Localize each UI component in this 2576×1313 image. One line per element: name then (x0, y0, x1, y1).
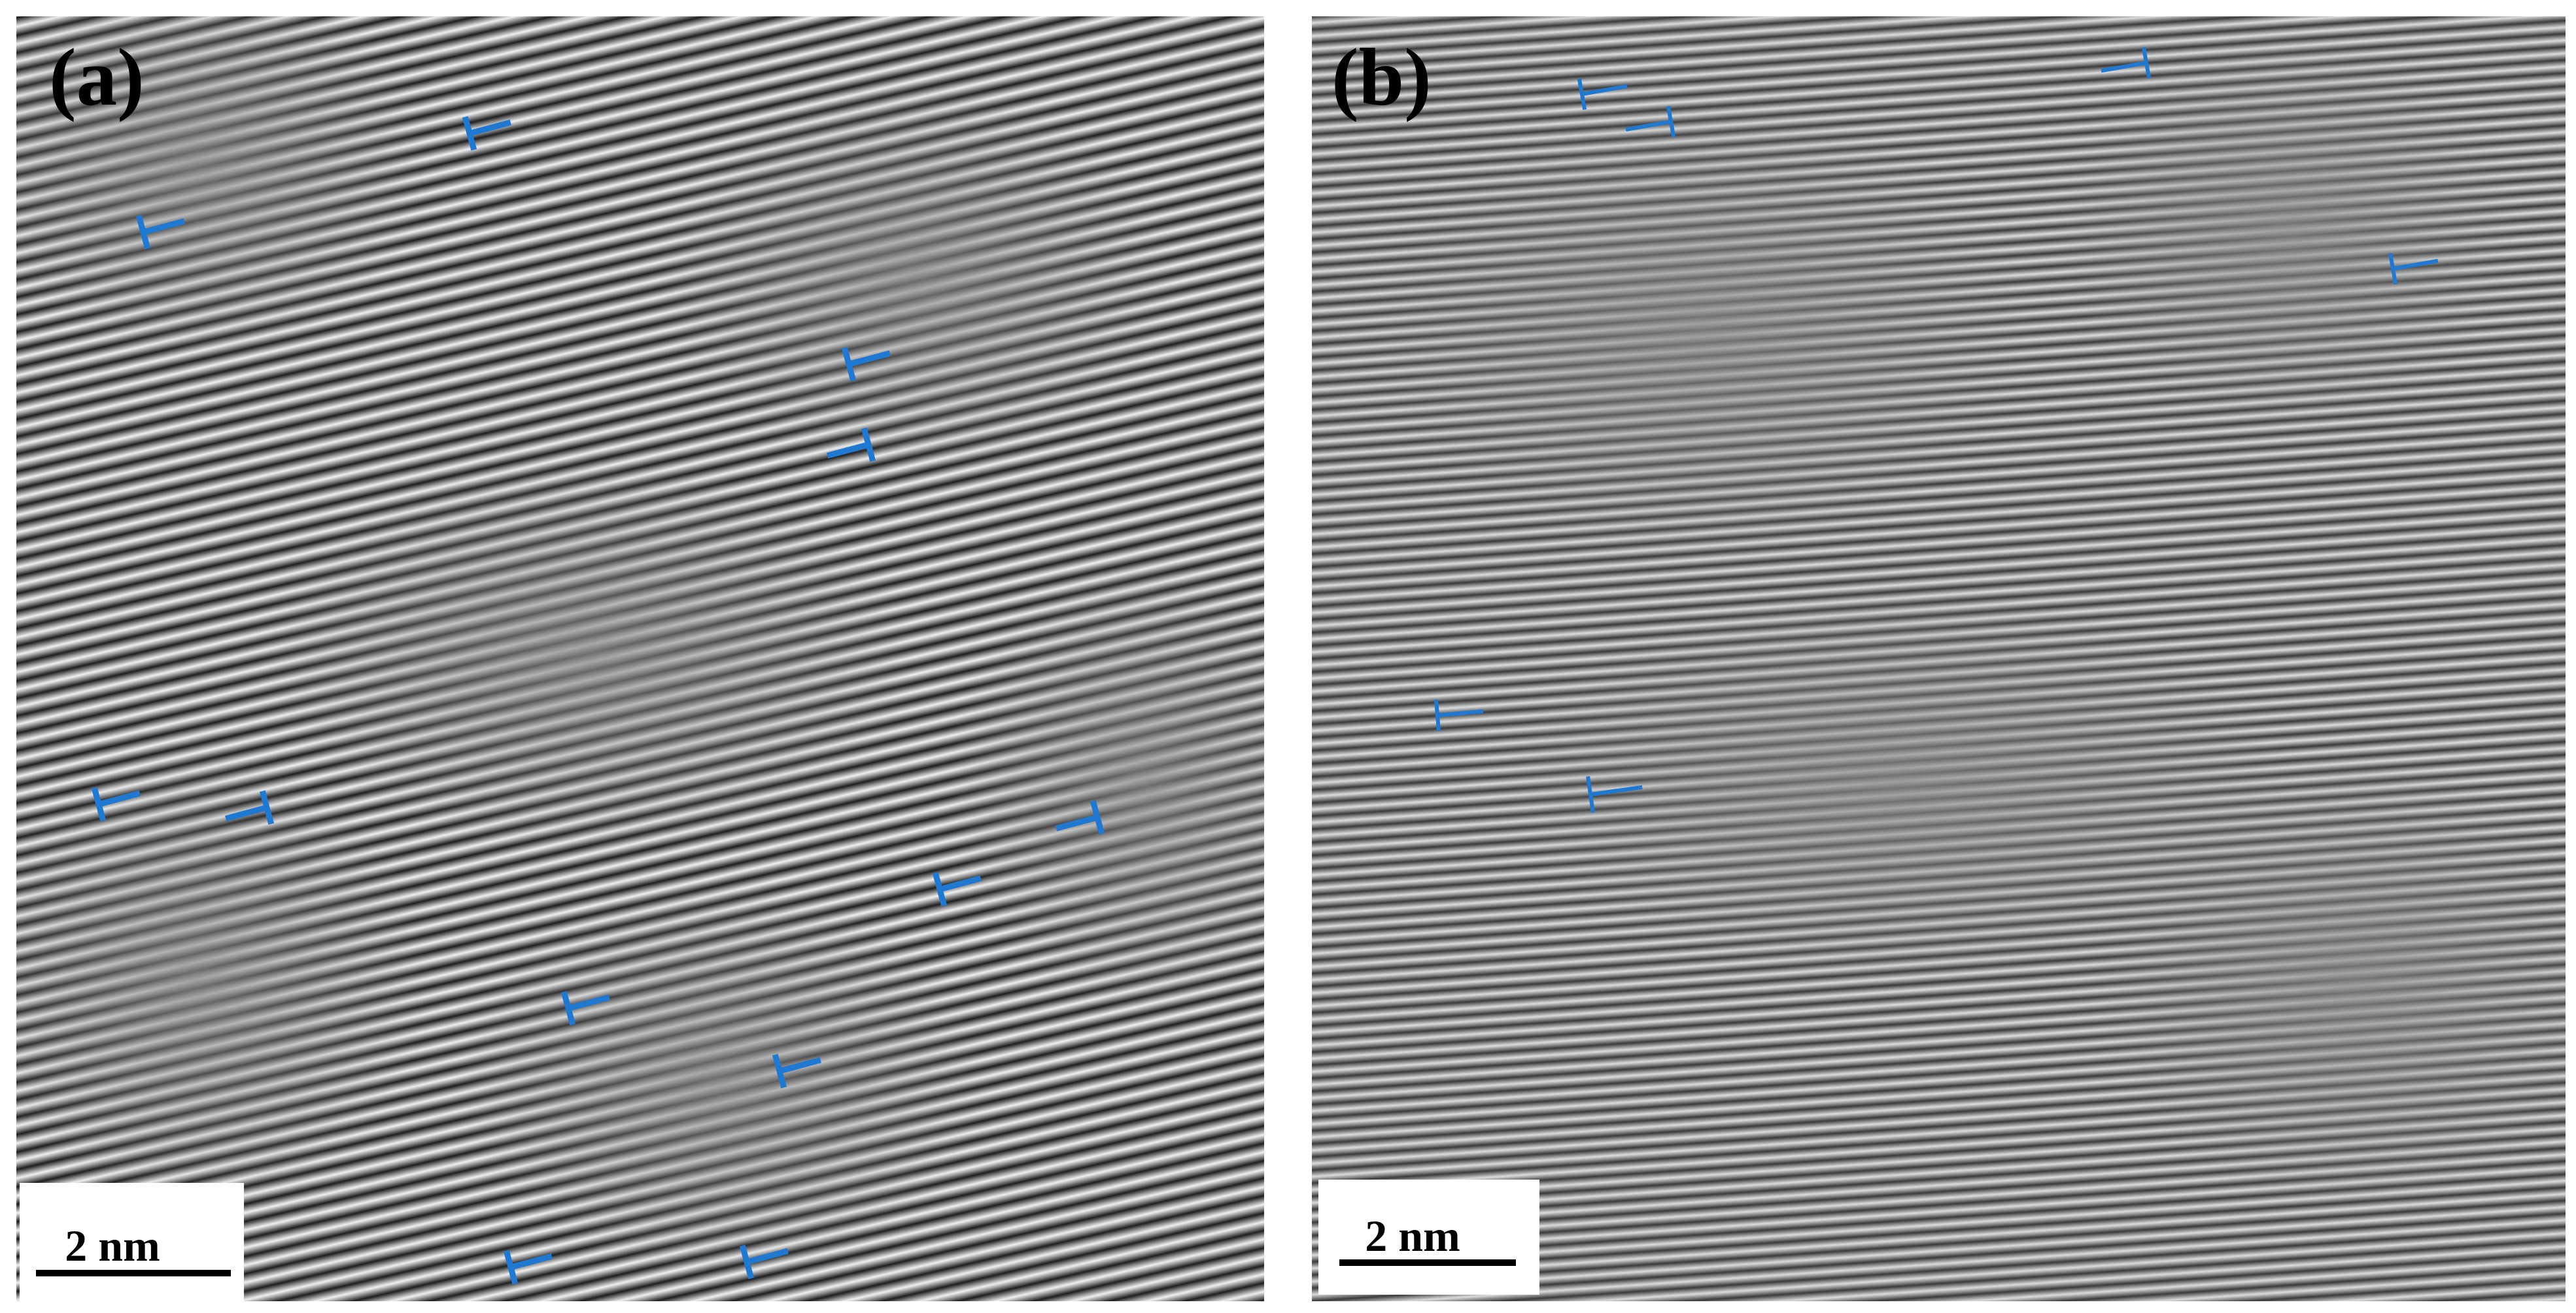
marker-stroke (938, 875, 982, 893)
shape (91, 787, 141, 822)
shape (1434, 699, 1483, 732)
shape (948, 556, 1264, 1014)
shape (739, 1244, 789, 1280)
shape (1625, 105, 1676, 138)
scale-bar (36, 1270, 231, 1276)
scale-bar-label: 2 nm (1365, 1211, 1460, 1261)
panel-a: (a) 2 nm (16, 16, 1264, 1301)
shape (16, 16, 425, 360)
marker-stroke (567, 994, 610, 1012)
marker-stroke (827, 441, 870, 459)
marker-stroke (848, 350, 891, 367)
marker-stroke (1590, 785, 1643, 796)
shape (225, 790, 275, 825)
marker-stroke (468, 119, 511, 137)
marker-stroke (1437, 709, 1483, 717)
shape (16, 752, 425, 1210)
shape (1373, 98, 2027, 556)
shape (262, 458, 916, 850)
shape (841, 347, 891, 382)
marker-stroke (1625, 120, 1672, 132)
shape (2060, 33, 2518, 425)
shape (1577, 78, 1628, 111)
marker-stroke (2101, 61, 2147, 73)
shape (560, 991, 610, 1026)
scale-bar-box (20, 1183, 244, 1301)
shape (135, 214, 185, 250)
panel-b: (b) 2 nm (1312, 16, 2566, 1301)
panel-label: (a) (49, 33, 145, 123)
marker-stroke (225, 804, 268, 822)
dislocation-markers (1434, 46, 2439, 813)
shape (1586, 776, 1643, 813)
contrast-variation (1373, 33, 2566, 1210)
dislocation-markers (91, 116, 1105, 1285)
shape (1504, 588, 2289, 981)
marker-stroke (1581, 84, 1628, 96)
marker-stroke (97, 790, 141, 808)
shape (2388, 252, 2439, 285)
marker-stroke (509, 1253, 553, 1270)
shape (2101, 46, 2152, 79)
scale-bar-label: 2 nm (65, 1221, 160, 1270)
marker-stroke (746, 1248, 789, 1265)
scale-bar-box (1318, 1180, 1539, 1295)
shape (1056, 800, 1105, 835)
shape (503, 1250, 553, 1285)
shape (772, 1053, 821, 1089)
shape (654, 78, 1177, 471)
contrast-variation (16, 16, 1264, 1275)
shape (462, 116, 511, 151)
panel-label: (b) (1331, 33, 1432, 123)
shape (827, 427, 876, 462)
shape (932, 872, 982, 907)
marker-stroke (778, 1057, 821, 1074)
marker-stroke (1056, 814, 1099, 832)
marker-stroke (1577, 78, 1587, 111)
shape (458, 883, 981, 1275)
scale-bar (1339, 1259, 1516, 1266)
marker-stroke (2392, 258, 2439, 271)
marker-stroke (142, 218, 185, 235)
shape (2093, 752, 2566, 1210)
